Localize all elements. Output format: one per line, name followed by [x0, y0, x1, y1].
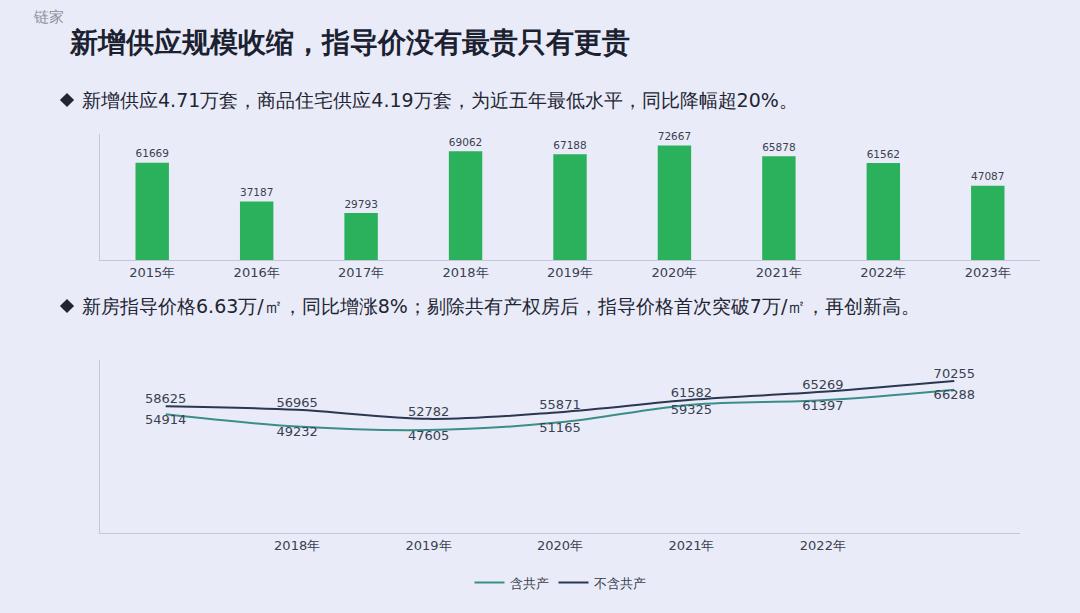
svg-text:2019年: 2019年 [547, 265, 593, 280]
svg-text:2018年: 2018年 [443, 265, 489, 280]
svg-text:55871: 55871 [539, 397, 580, 412]
svg-text:2019年: 2019年 [406, 538, 452, 553]
svg-text:2021年: 2021年 [668, 538, 714, 553]
svg-text:47605: 47605 [408, 428, 449, 443]
svg-text:61562: 61562 [867, 148, 900, 160]
svg-text:59325: 59325 [671, 402, 712, 417]
svg-text:37187: 37187 [240, 186, 273, 198]
svg-text:58625: 58625 [145, 391, 186, 406]
svg-text:70255: 70255 [934, 366, 975, 381]
svg-text:69062: 69062 [449, 136, 482, 148]
html-text:新房指导价格6.63万/㎡，同比增涨8%；剔除共有产权房后，: 新房指导价格6.63万/㎡，同比增涨8%；剔除共有产权房后，指导价格首次突破7万… [82, 295, 921, 317]
svg-text:47087: 47087 [971, 170, 1004, 182]
svg-text:含共产: 含共产 [510, 576, 549, 591]
svg-text:65269: 65269 [802, 377, 843, 392]
svg-text:54914: 54914 [145, 412, 186, 427]
html-text:新增供应4.71万套，商品住宅供应4.19万套，为近五年最低: 新增供应4.71万套，商品住宅供应4.19万套，为近五年最低水平，同比降幅超20… [82, 89, 798, 111]
svg-text:61397: 61397 [802, 398, 843, 413]
svg-text:61582: 61582 [671, 385, 712, 400]
svg-text:52782: 52782 [408, 404, 449, 419]
svg-text:72667: 72667 [658, 130, 691, 142]
svg-text:29793: 29793 [344, 198, 377, 210]
svg-text:49232: 49232 [276, 424, 317, 439]
svg-text:2020年: 2020年 [651, 265, 697, 280]
svg-text:67188: 67188 [553, 139, 586, 151]
svg-text:2016年: 2016年 [234, 265, 280, 280]
svg-text:2023年: 2023年 [965, 265, 1011, 280]
html-text:新增供应规模收缩，指导价没有最贵只有更贵: 新增供应规模收缩，指导价没有最贵只有更贵 [70, 26, 630, 59]
svg-text:56965: 56965 [276, 395, 317, 410]
svg-text:2017年: 2017年 [338, 265, 384, 280]
svg-text:66288: 66288 [934, 387, 975, 402]
svg-text:51165: 51165 [539, 420, 580, 435]
svg-text:2022年: 2022年 [860, 265, 906, 280]
svg-text:65878: 65878 [762, 141, 795, 153]
html-text:链家: 链家 [34, 8, 64, 26]
svg-text:2022年: 2022年 [800, 538, 846, 553]
svg-text:2021年: 2021年 [756, 265, 802, 280]
svg-text:2018年: 2018年 [274, 538, 320, 553]
svg-text:2020年: 2020年 [537, 538, 583, 553]
svg-text:不含共产: 不含共产 [594, 576, 646, 591]
svg-text:61669: 61669 [136, 147, 169, 159]
svg-text:2015年: 2015年 [129, 265, 175, 280]
